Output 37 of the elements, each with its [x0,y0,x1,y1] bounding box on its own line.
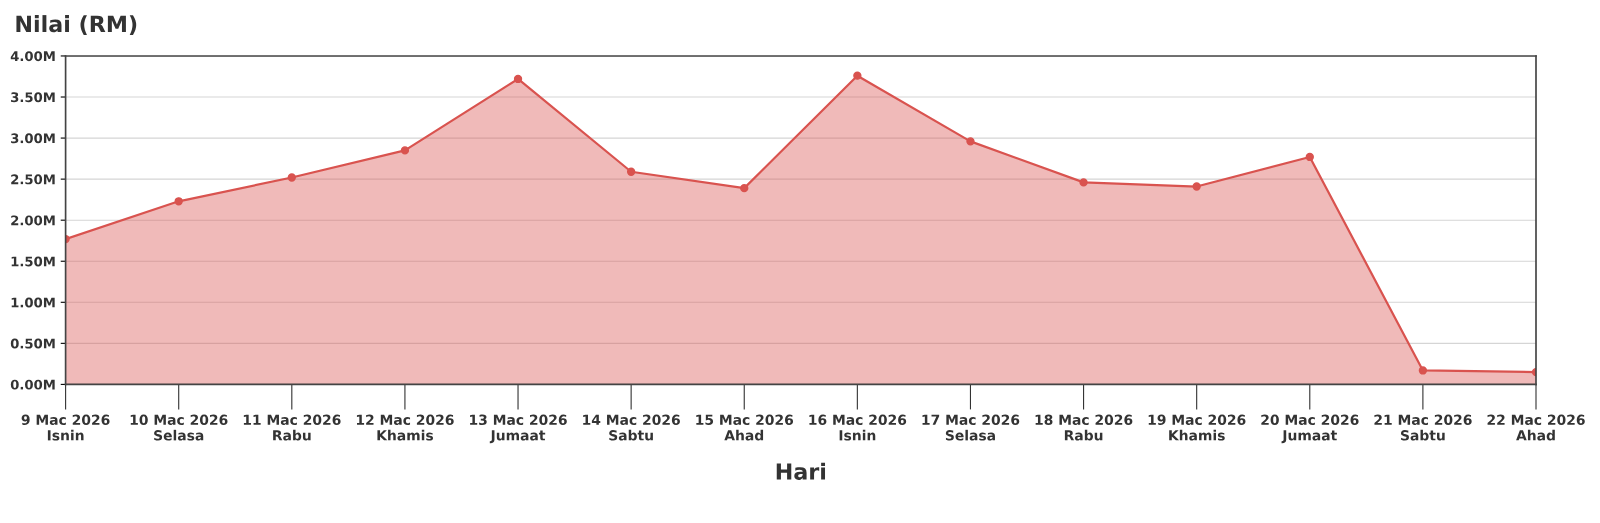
point [287,173,296,182]
x-tick-label: 21 Mac 2026 Sabtu [1374,414,1472,441]
point [966,137,975,146]
y-tick-label: 1.00M [11,297,55,308]
point [626,167,636,176]
x-tick-label: 19 Mac 2026 Khamis [1148,414,1246,441]
point [174,197,183,206]
x-tick-label: 12 Mac 2026 Khamis [356,414,454,441]
point [1079,178,1088,187]
x-tick-label: 16 Mac 2026 Isnin [809,414,907,441]
x-tick-label: 15 Mac 2026 Ahad [696,414,794,441]
point [740,183,749,193]
y-tick-label: 3.00M [11,133,55,144]
y-tick-label: 1.50M [11,256,55,267]
y-tick-label: 0.00M [10,379,55,390]
point [513,74,523,84]
x-tick-label: 20 Mac 2026 Jumaat [1261,414,1359,444]
x-tick-label: 22 Mac 2026 Ahad [1487,414,1585,441]
point [1305,152,1314,162]
point [1192,182,1201,191]
x-tick-label: 17 Mac 2026 Selasa [922,414,1020,441]
y-tick-label: 2.00M [11,215,55,226]
x-tick-label: 11 Mac 2026 Rabu [243,414,341,441]
y-tick-label: 4.00M [10,51,55,62]
y-tick-label: 3.50M [11,92,55,103]
y-tick-label: 2.50M [11,174,55,185]
point [853,71,862,80]
x-tick-label: 18 Mac 2026 Rabu [1035,414,1133,441]
x-tick-label: 14 Mac 2026 Sabtu [583,414,680,441]
x-tick-label: 10 Mac 2026 Selasa [130,414,228,441]
y-axis-title: Nilai (RM) [16,15,137,35]
y-tick-label: 0.50M [10,338,55,349]
point [1418,366,1428,375]
x-axis-title: Hari [776,462,826,480]
x-tick-label: 9 Mac 2026 Isnin [21,414,110,441]
point [400,146,410,155]
x-tick-label: 13 Mac 2026 Jumaat [470,414,567,444]
